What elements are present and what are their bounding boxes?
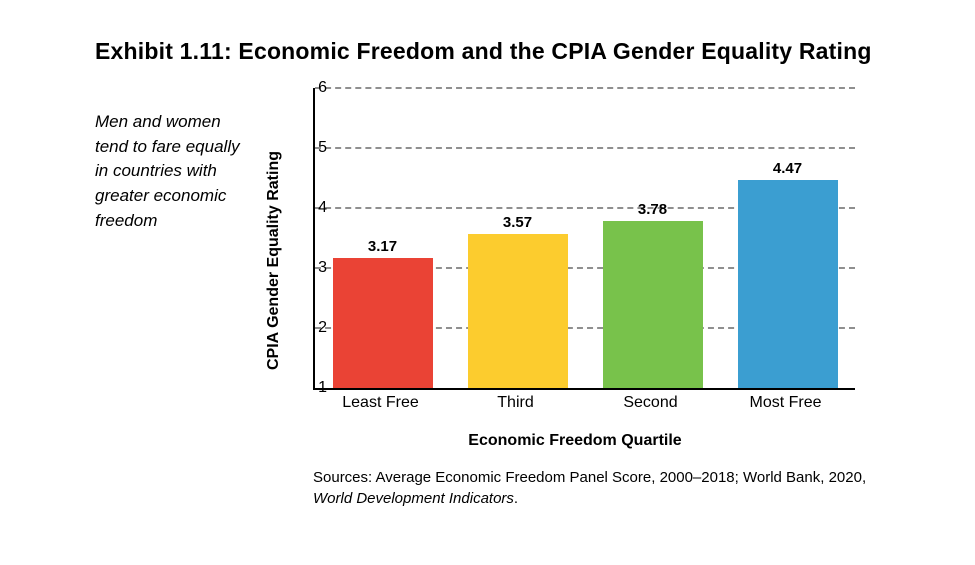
bar-rect (738, 180, 838, 388)
bar-value-label: 4.47 (773, 160, 802, 177)
bar-rect (333, 258, 433, 388)
x-tick-label: Most Free (726, 394, 846, 412)
sources-suffix: . (514, 490, 518, 507)
x-tick-label: Second (591, 394, 711, 412)
bar-value-label: 3.57 (503, 214, 532, 231)
y-tick-label: 3 (297, 259, 327, 277)
plot-area: 3.17 3.57 3.78 4.47 (313, 88, 855, 390)
x-tick-labels: Least Free Third Second Most Free (313, 394, 853, 412)
y-tick-label: 5 (297, 139, 327, 157)
bar-slot: 3.57 (468, 214, 568, 388)
caption-text: Men and women tend to fare equally in co… (95, 110, 255, 233)
sources-text: Sources: Average Economic Freedom Panel … (313, 467, 873, 509)
y-tick-label: 2 (297, 319, 327, 337)
x-axis-label: Economic Freedom Quartile (275, 432, 875, 450)
x-tick-label: Least Free (321, 394, 441, 412)
bar-value-label: 3.17 (368, 238, 397, 255)
y-tick-label: 4 (297, 199, 327, 217)
bar-value-label: 3.78 (638, 201, 667, 218)
bar-rect (603, 221, 703, 388)
bar-rect (468, 234, 568, 388)
bars-group: 3.17 3.57 3.78 4.47 (315, 88, 855, 388)
bar-slot: 3.78 (603, 201, 703, 388)
sources-italic: World Development Indicators (313, 490, 514, 507)
sources-prefix: Sources: Average Economic Freedom Panel … (313, 469, 866, 486)
y-tick-label: 6 (297, 79, 327, 97)
page-root: Exhibit 1.11: Economic Freedom and the C… (0, 0, 975, 565)
bar-slot: 4.47 (738, 160, 838, 388)
chart-container: CPIA Gender Equality Rating 3.173.573.78… (275, 80, 875, 450)
x-tick-label: Third (456, 394, 576, 412)
y-axis-label: CPIA Gender Equality Rating (265, 151, 283, 370)
exhibit-title: Exhibit 1.11: Economic Freedom and the C… (95, 38, 872, 65)
bar-slot: 3.17 (333, 238, 433, 388)
